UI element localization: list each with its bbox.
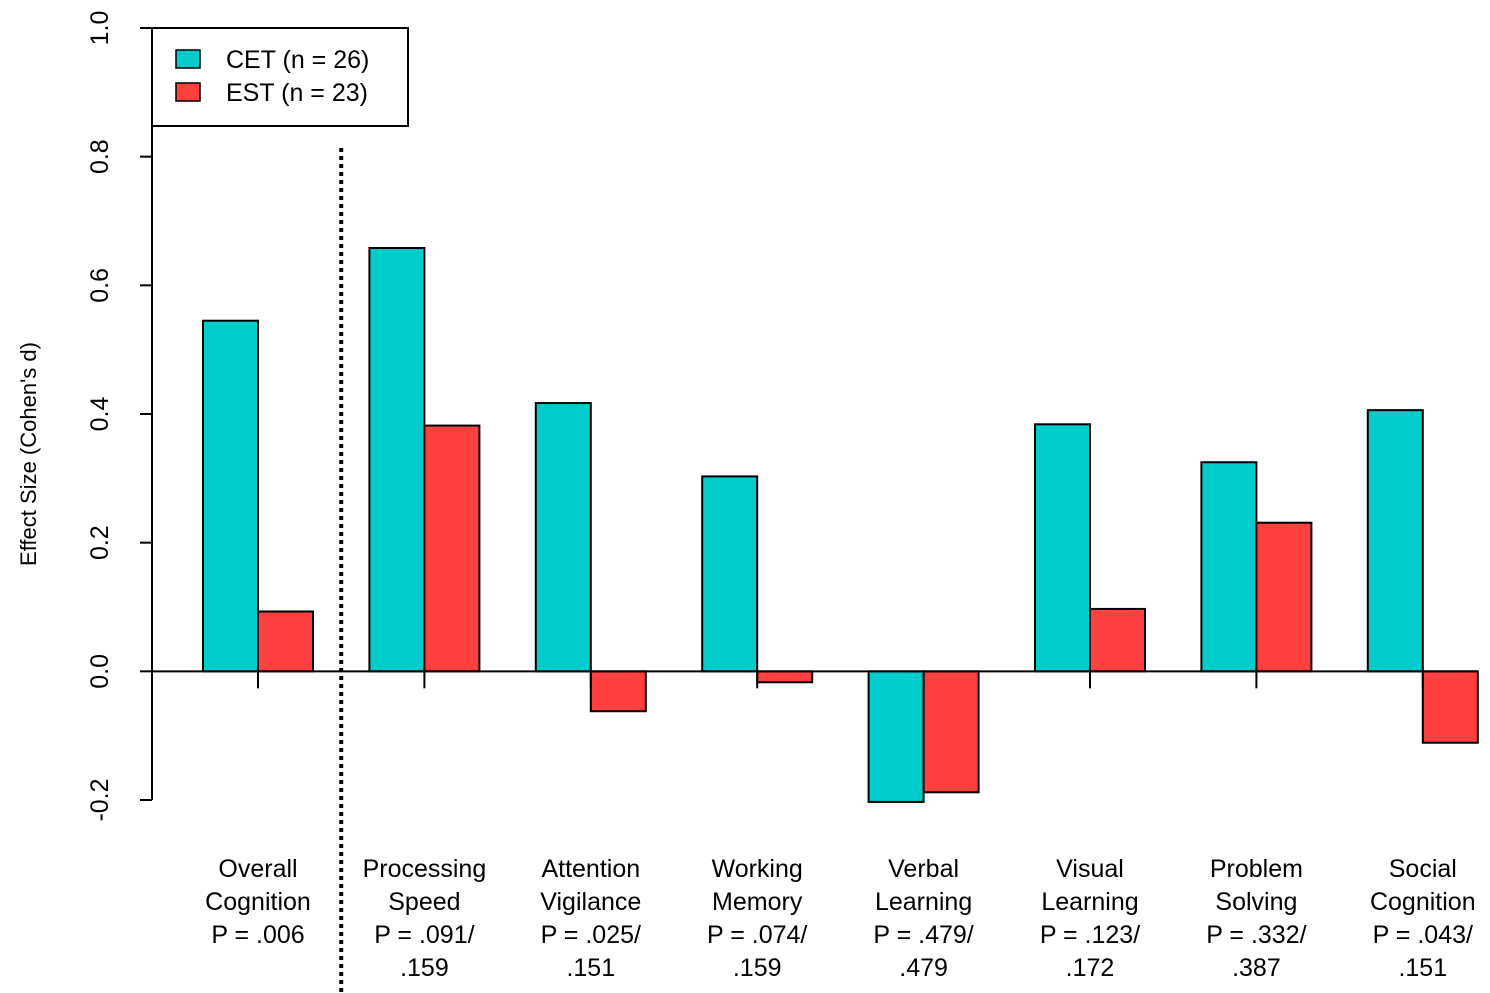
category-label-line: P = .043/ [1373,921,1473,949]
category-label-2: Attention Vigilance P = .025/ .151 [540,855,641,982]
y-tick-label: 0.0 [86,654,114,689]
legend-box [151,27,409,127]
category-label-line: Cognition [205,888,311,916]
y-tick-label: 0.8 [86,139,114,174]
legend-swatch-0 [175,49,201,69]
category-label-line: Cognition [1370,888,1476,916]
category-label-line: Attention [541,855,640,883]
category-label-5: Visual Learning P = .123/ .172 [1040,855,1140,982]
y-axis: -0.2 0.0 0.2 0.4 0.6 0.8 1.0 [86,11,153,822]
bar-cet-0 [202,319,259,673]
x-axis-ticks [257,671,1424,689]
category-label-line: Learning [875,888,972,916]
legend-label-1: EST (n = 23) [226,79,368,107]
category-label-1: Processing Speed P = .091/ .159 [363,855,487,982]
category-label-line: Verbal [888,855,959,883]
category-label-line: Working [712,855,803,883]
category-label-line: Memory [712,888,803,916]
bar-est-0 [257,610,314,673]
category-label-line: P = .479/ [873,921,973,949]
y-axis-label: Effect Size (Cohen's d) [16,342,41,566]
category-label-line: P = .006 [211,921,304,949]
category-label-line: .387 [1232,954,1281,982]
category-label-line: P = .074/ [707,921,807,949]
category-label-6: Problem Solving P = .332/ .387 [1206,855,1306,982]
bar-est-1 [423,424,481,673]
category-label-3: Working Memory P = .074/ .159 [707,855,807,982]
category-label-line: Social [1389,855,1457,883]
legend-swatch-1 [175,82,201,102]
bar-cet-6 [1200,461,1258,673]
category-label-line: Overall [218,855,297,883]
bar-cet-3 [701,475,759,673]
bar-cet-4 [867,670,925,803]
bar-cet-2 [534,402,592,673]
legend-label-0: CET (n = 26) [226,46,369,74]
category-label-line: .151 [566,954,615,982]
y-tick-label: 0.2 [86,525,114,560]
category-label-4: Verbal Learning P = .479/ .479 [873,855,973,982]
category-label-line: Problem [1210,855,1303,883]
legend: CET (n = 26) EST (n = 23) [151,27,409,127]
category-label-line: Learning [1041,888,1138,916]
bar-cet-5 [1034,423,1091,673]
bar-est-3 [756,670,814,684]
category-label-line: Processing [363,855,487,883]
category-label-line: Solving [1215,888,1297,916]
category-label-line: P = .025/ [541,921,641,949]
category-label-line: .159 [400,954,449,982]
category-label-line: Visual [1056,855,1124,883]
y-tick-label: 0.6 [86,268,114,303]
category-label-7: Social Cognition P = .043/ .151 [1370,855,1476,982]
bars-layer [202,247,1479,803]
category-label-line: P = .091/ [374,921,474,949]
category-label-line: .172 [1066,954,1115,982]
bar-est-5 [1089,607,1146,673]
category-label-line: Speed [388,888,460,916]
y-tick-label: 0.4 [86,397,114,432]
bar-cet-7 [1366,409,1424,673]
category-label-line: P = .123/ [1040,921,1140,949]
bar-est-2 [589,670,647,713]
category-label-line: Vigilance [540,888,641,916]
bar-est-6 [1255,521,1313,673]
category-label-line: P = .332/ [1206,921,1306,949]
bar-cet-1 [368,247,426,673]
category-label-line: .159 [733,954,782,982]
y-tick-label: 1.0 [86,11,114,46]
category-label-0: Overall Cognition P = .006 [205,855,311,949]
category-label-line: .151 [1398,954,1447,982]
bar-est-4 [922,670,980,794]
y-tick-label: -0.2 [86,778,114,821]
category-label-line: .479 [899,954,948,982]
bar-est-7 [1421,670,1479,744]
